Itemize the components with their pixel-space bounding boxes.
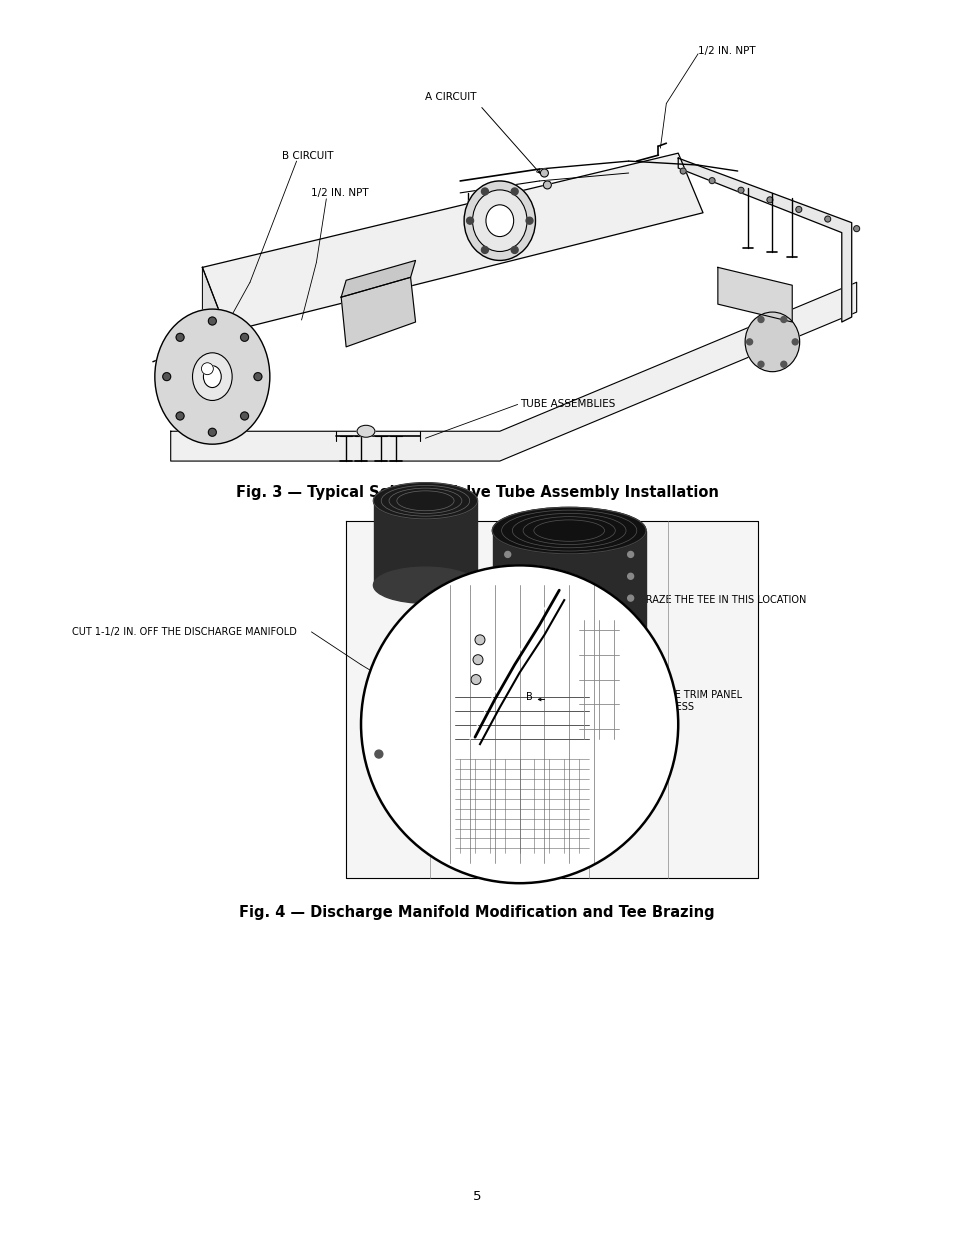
Circle shape [780,362,786,367]
Text: 5: 5 [473,1189,480,1203]
Circle shape [375,750,382,758]
Circle shape [738,188,743,193]
Circle shape [163,373,171,380]
Circle shape [504,573,510,579]
Circle shape [780,316,786,322]
Circle shape [795,206,801,212]
Polygon shape [171,283,856,461]
Ellipse shape [485,205,513,237]
Polygon shape [341,278,416,347]
Ellipse shape [463,182,535,261]
Circle shape [746,338,752,345]
Circle shape [481,188,488,195]
Circle shape [679,168,685,174]
Circle shape [539,169,548,177]
Ellipse shape [193,353,232,400]
Polygon shape [493,531,645,650]
Ellipse shape [203,366,221,388]
Circle shape [824,216,830,222]
Polygon shape [341,261,416,298]
Circle shape [201,363,213,374]
Ellipse shape [373,483,477,519]
Polygon shape [717,268,791,322]
Circle shape [176,412,184,420]
Circle shape [627,573,633,579]
Circle shape [627,595,633,601]
Text: TUBE ASSEMBLIES: TUBE ASSEMBLIES [519,399,615,410]
Text: BRAZE THE TEE IN THIS LOCATION: BRAZE THE TEE IN THIS LOCATION [638,595,805,605]
Text: CUT 1-1/2 IN. OFF THE DISCHARGE MANIFOLD: CUT 1-1/2 IN. OFF THE DISCHARGE MANIFOLD [71,627,296,637]
Circle shape [511,188,517,195]
Circle shape [758,316,763,322]
Circle shape [511,247,517,253]
Circle shape [525,217,533,225]
Polygon shape [346,521,757,878]
Text: Fig. 4 — Discharge Manifold Modification and Tee Brazing: Fig. 4 — Discharge Manifold Modification… [239,905,714,920]
Ellipse shape [492,626,645,673]
Ellipse shape [744,312,799,372]
Circle shape [360,566,678,883]
Circle shape [208,429,216,436]
Circle shape [853,226,859,232]
Circle shape [504,618,510,622]
Circle shape [481,247,488,253]
Polygon shape [202,268,227,387]
Circle shape [240,333,249,341]
Ellipse shape [472,190,526,252]
Polygon shape [374,501,476,585]
Circle shape [208,317,216,325]
Text: A CIRCUIT: A CIRCUIT [425,91,476,101]
Polygon shape [678,158,851,322]
Polygon shape [202,153,702,332]
Text: Fig. 3 — Typical Solenoid Valve Tube Assembly Installation: Fig. 3 — Typical Solenoid Valve Tube Ass… [235,485,718,500]
Ellipse shape [356,425,375,437]
Circle shape [758,362,763,367]
Circle shape [627,618,633,622]
Circle shape [708,178,715,184]
Ellipse shape [154,309,270,445]
Ellipse shape [492,508,645,553]
Text: B CIRCUIT: B CIRCUIT [281,151,333,162]
Circle shape [473,655,482,664]
Text: B: B [526,693,533,703]
Circle shape [504,552,510,557]
Circle shape [475,635,484,645]
Circle shape [766,196,772,203]
Text: 1/2 IN. NPT: 1/2 IN. NPT [311,188,369,198]
Circle shape [176,333,184,341]
Circle shape [791,338,798,345]
Text: 1/2 IN. NPT: 1/2 IN. NPT [698,46,755,56]
Circle shape [627,552,633,557]
Text: REMOVE TRIM PANEL
TO ACCESS: REMOVE TRIM PANEL TO ACCESS [638,689,740,711]
Circle shape [543,182,551,189]
Ellipse shape [373,567,477,603]
Circle shape [240,412,249,420]
Circle shape [471,674,480,684]
Circle shape [504,595,510,601]
Circle shape [253,373,262,380]
Circle shape [466,217,473,225]
